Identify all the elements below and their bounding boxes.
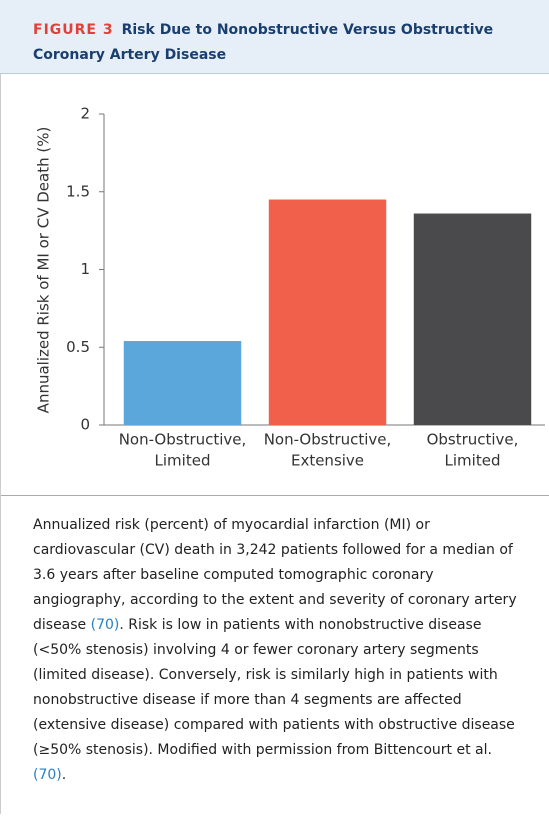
figure-title: Risk Due to Nonobstructive Versus Obstru… [33, 22, 494, 63]
y-tick-label: 1 [80, 260, 90, 278]
bar [123, 341, 242, 425]
y-tick-label: 0 [80, 416, 90, 434]
figure-header: FIGURE 3 Risk Due to Nonobstructive Versu… [0, 0, 549, 74]
bar [268, 199, 387, 425]
bar [413, 213, 532, 425]
x-tick-label: Obstructive, Limited [427, 431, 519, 470]
caption: Annualized risk (percent) of myocardial … [33, 513, 525, 788]
frame [0, 74, 1, 814]
caption-text: Annualized risk (percent) of myocardial … [33, 517, 517, 633]
figure-label: FIGURE 3 [33, 22, 114, 38]
y-tick-label: 2 [80, 105, 90, 123]
chart: Annualized Risk of MI or CV Death (%) 0 0… [35, 105, 545, 470]
reference-link[interactable]: (70) [33, 767, 62, 783]
y-axis-label: Annualized Risk of MI or CV Death (%) [35, 127, 53, 414]
caption-text: . Risk is low in patients with nonobstru… [33, 617, 515, 758]
y-tick-label: 0.5 [66, 338, 90, 356]
reference-link[interactable]: (70) [90, 617, 120, 633]
x-tick-label: Non-Obstructive, Limited [119, 431, 247, 470]
divider [0, 495, 549, 496]
caption-text: . [61, 767, 67, 783]
x-tick-label: Non-Obstructive, Extensive [264, 431, 392, 470]
y-tick-label: 1.5 [66, 182, 90, 200]
